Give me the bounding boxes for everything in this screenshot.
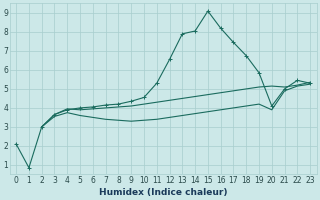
X-axis label: Humidex (Indice chaleur): Humidex (Indice chaleur) — [99, 188, 228, 197]
